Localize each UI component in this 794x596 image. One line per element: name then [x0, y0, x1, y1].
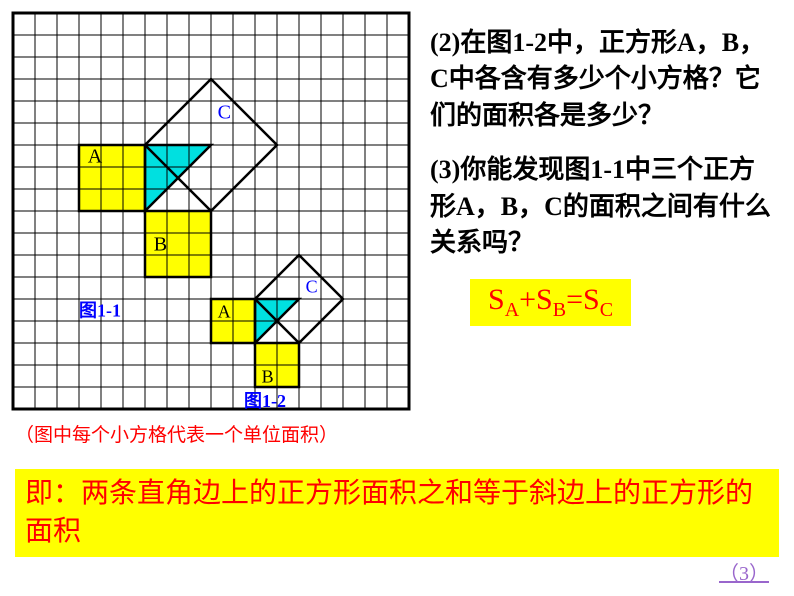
formula-text: SA+SB=SC	[488, 283, 613, 316]
svg-text:C: C	[306, 276, 318, 296]
svg-text:A: A	[218, 302, 231, 322]
formula-box: SA+SB=SC	[470, 279, 631, 326]
conclusion-text: 即：两条直角边上的正方形面积之和等于斜边上的正方形的面积	[25, 475, 769, 551]
svg-text:图1-2: 图1-2	[244, 391, 286, 411]
svg-text:A: A	[88, 146, 103, 168]
conclusion-box: 即：两条直角边上的正方形面积之和等于斜边上的正方形的面积	[15, 469, 779, 557]
text-panel: (2)在图1-2中，正方形A，B，C中各含有多少个小方格？它们的面积各是多少？ …	[420, 10, 780, 447]
question-2: (2)在图1-2中，正方形A，B，C中各含有多少个小方格？它们的面积各是多少？	[430, 25, 780, 134]
svg-text:C: C	[218, 102, 231, 124]
svg-text:B: B	[154, 234, 167, 256]
page-number: （3）	[719, 557, 769, 586]
grid-caption: （图中每个小方格代表一个单位面积）	[15, 420, 420, 447]
figure-panel: A B C A B C 图1-1 图1-2 （图中每个小方格代表一个单位面积）	[10, 10, 420, 447]
grid-diagram: A B C A B C 图1-1 图1-2	[10, 10, 412, 412]
svg-text:图1-1: 图1-1	[79, 301, 121, 321]
svg-text:B: B	[262, 367, 274, 387]
question-3: (3)你能发现图1-1中三个正方形A，B，C的面积之间有什么关系吗？	[430, 152, 780, 261]
